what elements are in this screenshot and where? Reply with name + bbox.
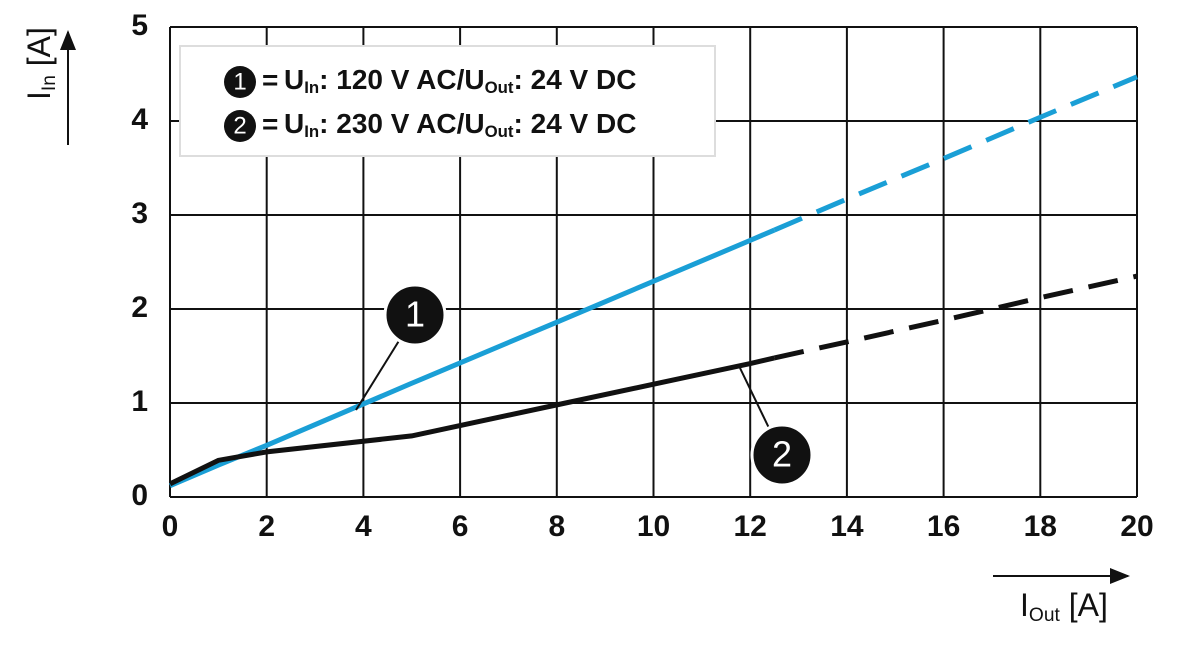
legend-marker (224, 110, 256, 142)
x-tick-label: 2 (258, 510, 275, 543)
callout-marker (750, 423, 814, 487)
label-part: Out (1029, 605, 1061, 626)
label: UIn: 230 V AC/UOut: 24 V DC (284, 108, 636, 141)
label: UIn: 120 V AC/UOut: 24 V DC (284, 64, 636, 97)
y-tick-label: 1 (131, 385, 148, 418)
legend-marker-label: 2 (233, 112, 246, 139)
series-line (169, 227, 776, 489)
label-part: : 24 V DC (514, 64, 637, 95)
label: IIn [A] (21, 27, 60, 100)
label-part: : 120 V AC/U (319, 64, 484, 95)
label-part: U (284, 64, 304, 95)
series-line (773, 74, 1138, 233)
x-tick-label: 16 (927, 510, 960, 543)
label-part: [A] (21, 27, 57, 75)
label-part: In (39, 75, 60, 91)
label-part: I (1020, 587, 1029, 623)
label-part: In (304, 78, 319, 97)
x-tick-label: 14 (830, 510, 864, 543)
label-part: U (284, 108, 304, 139)
callout-marker (383, 283, 447, 347)
x-tick-label: 0 (162, 510, 179, 543)
x-tick-label: 10 (637, 510, 670, 543)
y-tick-label: 4 (131, 103, 148, 136)
y-tick-label: 3 (131, 197, 148, 230)
callout-label: 2 (772, 434, 792, 475)
legend-box (179, 45, 716, 157)
x-tick-label: 8 (548, 510, 565, 543)
series-line (168, 355, 775, 487)
label-part: Out (485, 78, 514, 97)
legend-eq: = (262, 64, 278, 95)
x-tick-label: 6 (452, 510, 469, 543)
label-part: In (304, 122, 319, 141)
x-tick-label: 20 (1120, 510, 1153, 543)
label: IOut [A] (1020, 587, 1108, 626)
legend-marker (224, 66, 256, 98)
x-tick-label: 12 (734, 510, 767, 543)
label-part: : 24 V DC (514, 108, 637, 139)
y-tick-label: 0 (131, 479, 148, 512)
series-line (773, 273, 1138, 361)
y-tick-label: 2 (131, 291, 148, 324)
label-part: : 230 V AC/U (319, 108, 484, 139)
callout-label: 1 (405, 294, 425, 335)
y-tick-label: 5 (131, 9, 148, 42)
label-part: Out (485, 122, 514, 141)
label-part: I (21, 91, 57, 100)
legend-marker-label: 1 (233, 68, 246, 95)
x-tick-label: 18 (1024, 510, 1057, 543)
legend-eq: = (262, 108, 278, 139)
x-tick-label: 4 (355, 510, 372, 543)
label-part: [A] (1060, 587, 1108, 623)
